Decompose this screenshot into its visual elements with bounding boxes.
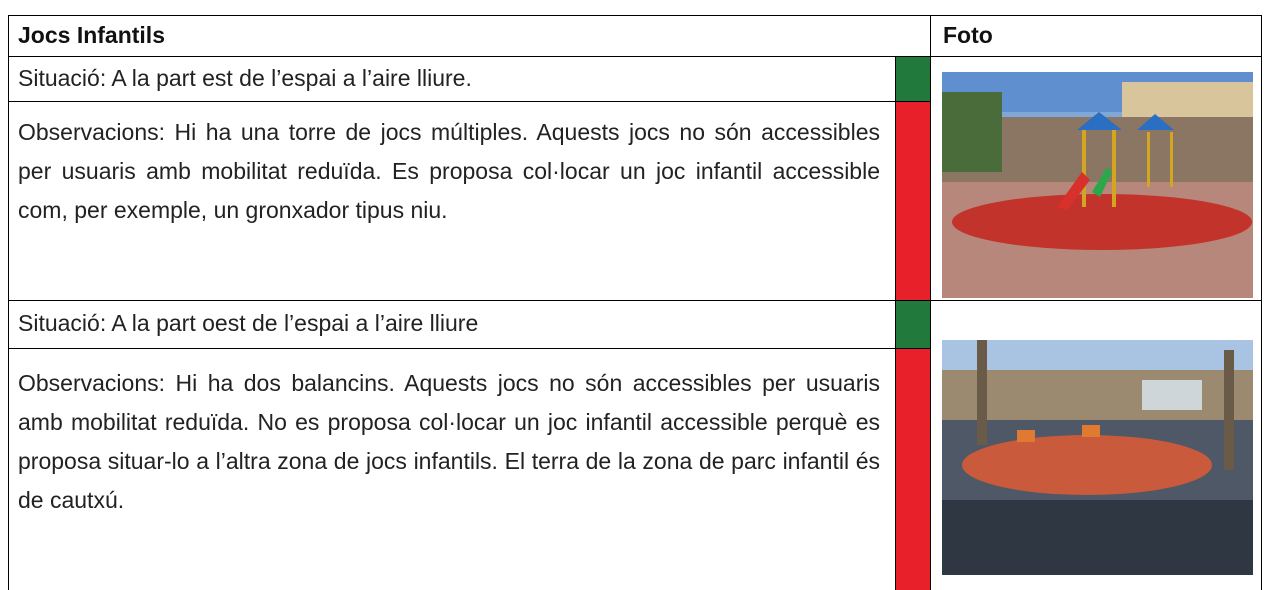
border — [8, 15, 9, 590]
observations: Observacions: Hi ha una torre de jocs mú… — [18, 119, 880, 223]
status-red — [896, 349, 930, 590]
border — [8, 300, 1262, 301]
header-photo: Foto — [943, 22, 993, 48]
status-green — [896, 57, 930, 101]
border — [8, 101, 930, 102]
border — [8, 15, 1262, 16]
photo — [942, 340, 1253, 575]
situation: Situació: A la part est de l’espai a l’a… — [18, 65, 472, 91]
header-title: Jocs Infantils — [18, 22, 165, 48]
border — [1261, 15, 1262, 590]
photo — [942, 72, 1253, 298]
border — [930, 15, 931, 590]
status-red — [896, 102, 930, 300]
observations: Observacions: Hi ha dos balancins. Aques… — [18, 370, 880, 513]
situation: Situació: A la part oest de l’espai a l’… — [18, 310, 479, 336]
status-green — [896, 301, 930, 348]
border — [8, 56, 1262, 57]
border — [895, 56, 896, 590]
border — [8, 348, 930, 349]
